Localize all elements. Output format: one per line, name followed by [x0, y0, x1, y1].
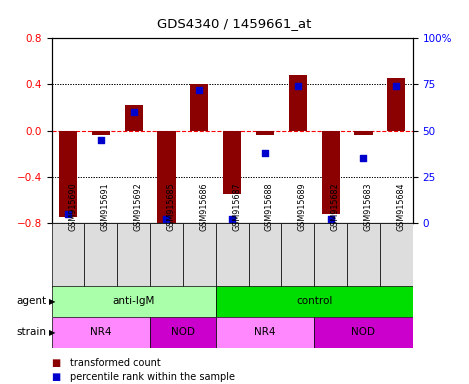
Bar: [117, 223, 150, 288]
Text: ▶: ▶: [49, 297, 56, 306]
Point: [228, 216, 236, 222]
Bar: [216, 317, 314, 348]
Text: GSM915690: GSM915690: [68, 182, 77, 230]
Bar: [59, 131, 77, 217]
Text: strain: strain: [17, 327, 47, 337]
Text: GSM915683: GSM915683: [363, 182, 372, 230]
Text: GSM915689: GSM915689: [298, 182, 307, 230]
Bar: [92, 131, 110, 135]
Point: [163, 216, 170, 222]
Point: [294, 83, 302, 89]
Text: NR4: NR4: [90, 327, 112, 337]
Text: ■: ■: [52, 372, 61, 382]
Text: GSM915687: GSM915687: [232, 182, 241, 230]
Bar: [249, 223, 281, 288]
Bar: [216, 286, 413, 317]
Text: GSM915686: GSM915686: [199, 182, 208, 230]
Point: [393, 83, 400, 89]
Text: ■: ■: [52, 358, 61, 368]
Bar: [314, 317, 413, 348]
Bar: [125, 105, 143, 131]
Bar: [314, 223, 347, 288]
Bar: [380, 223, 413, 288]
Point: [196, 87, 203, 93]
Text: control: control: [296, 296, 333, 306]
Text: agent: agent: [17, 296, 47, 306]
Bar: [289, 75, 307, 131]
Text: NOD: NOD: [171, 327, 195, 337]
Text: GSM915692: GSM915692: [134, 182, 143, 230]
Bar: [387, 78, 405, 131]
Text: GSM915688: GSM915688: [265, 182, 274, 230]
Text: GSM915691: GSM915691: [101, 182, 110, 230]
Bar: [190, 84, 208, 131]
Text: transformed count: transformed count: [70, 358, 161, 368]
Bar: [158, 131, 175, 225]
Bar: [84, 223, 117, 288]
Bar: [216, 223, 249, 288]
Point: [360, 155, 367, 161]
Point: [64, 210, 72, 217]
Bar: [347, 223, 380, 288]
Point: [130, 109, 137, 115]
Point: [327, 216, 334, 222]
Text: NR4: NR4: [254, 327, 276, 337]
Bar: [52, 286, 216, 317]
Bar: [256, 131, 274, 135]
Bar: [183, 223, 216, 288]
Bar: [150, 223, 183, 288]
Text: percentile rank within the sample: percentile rank within the sample: [70, 372, 235, 382]
Text: GDS4340 / 1459661_at: GDS4340 / 1459661_at: [157, 17, 312, 30]
Point: [261, 150, 269, 156]
Bar: [281, 223, 314, 288]
Point: [97, 137, 105, 143]
Text: NOD: NOD: [351, 327, 376, 337]
Text: ▶: ▶: [49, 328, 56, 337]
Bar: [322, 131, 340, 214]
Bar: [52, 223, 84, 288]
Text: GSM915685: GSM915685: [166, 182, 175, 230]
Bar: [355, 131, 372, 135]
Bar: [150, 317, 216, 348]
Bar: [223, 131, 241, 194]
Text: GSM915682: GSM915682: [331, 182, 340, 230]
Text: anti-IgM: anti-IgM: [113, 296, 155, 306]
Bar: [52, 317, 150, 348]
Text: GSM915684: GSM915684: [396, 182, 405, 230]
